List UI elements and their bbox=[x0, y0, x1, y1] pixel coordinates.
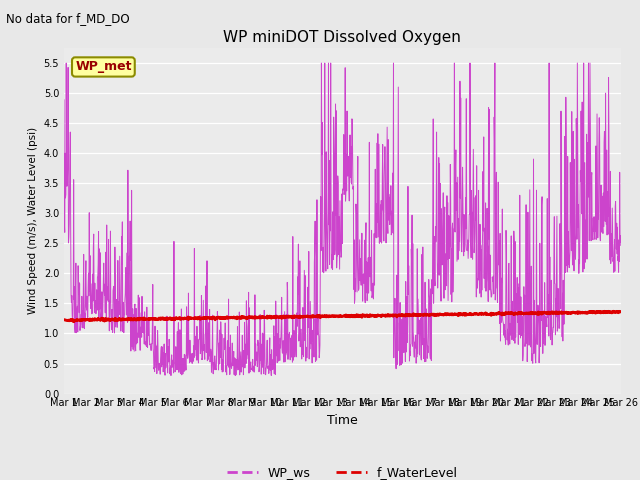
f_WaterLevel bbox=[318, 313, 326, 319]
Text: WP_met: WP_met bbox=[75, 60, 132, 73]
f_WaterLevel bbox=[126, 316, 134, 322]
WP_ws bbox=[297, 326, 305, 332]
f_WaterLevel bbox=[609, 308, 617, 314]
WP_ws bbox=[104, 297, 111, 303]
f_WaterLevel bbox=[104, 316, 111, 322]
WP_ws bbox=[308, 349, 316, 355]
Line: WP_ws: WP_ws bbox=[64, 63, 621, 375]
WP_ws bbox=[167, 372, 175, 378]
Legend: WP_ws, f_WaterLevel: WP_ws, f_WaterLevel bbox=[221, 461, 463, 480]
Y-axis label: Wind Speed (m/s), Water Level (psi): Wind Speed (m/s), Water Level (psi) bbox=[28, 127, 38, 314]
WP_ws bbox=[378, 240, 385, 246]
Text: No data for f_MD_DO: No data for f_MD_DO bbox=[6, 12, 130, 25]
f_WaterLevel bbox=[70, 319, 78, 324]
WP_ws bbox=[60, 97, 68, 103]
X-axis label: Time: Time bbox=[327, 414, 358, 427]
WP_ws bbox=[319, 198, 326, 204]
Title: WP miniDOT Dissolved Oxygen: WP miniDOT Dissolved Oxygen bbox=[223, 30, 461, 46]
WP_ws bbox=[617, 242, 625, 248]
Line: f_WaterLevel: f_WaterLevel bbox=[64, 311, 621, 322]
f_WaterLevel bbox=[617, 309, 625, 315]
f_WaterLevel bbox=[60, 317, 68, 323]
f_WaterLevel bbox=[378, 313, 385, 319]
WP_ws bbox=[62, 60, 70, 66]
WP_ws bbox=[126, 218, 134, 224]
f_WaterLevel bbox=[297, 314, 305, 320]
f_WaterLevel bbox=[308, 314, 316, 320]
